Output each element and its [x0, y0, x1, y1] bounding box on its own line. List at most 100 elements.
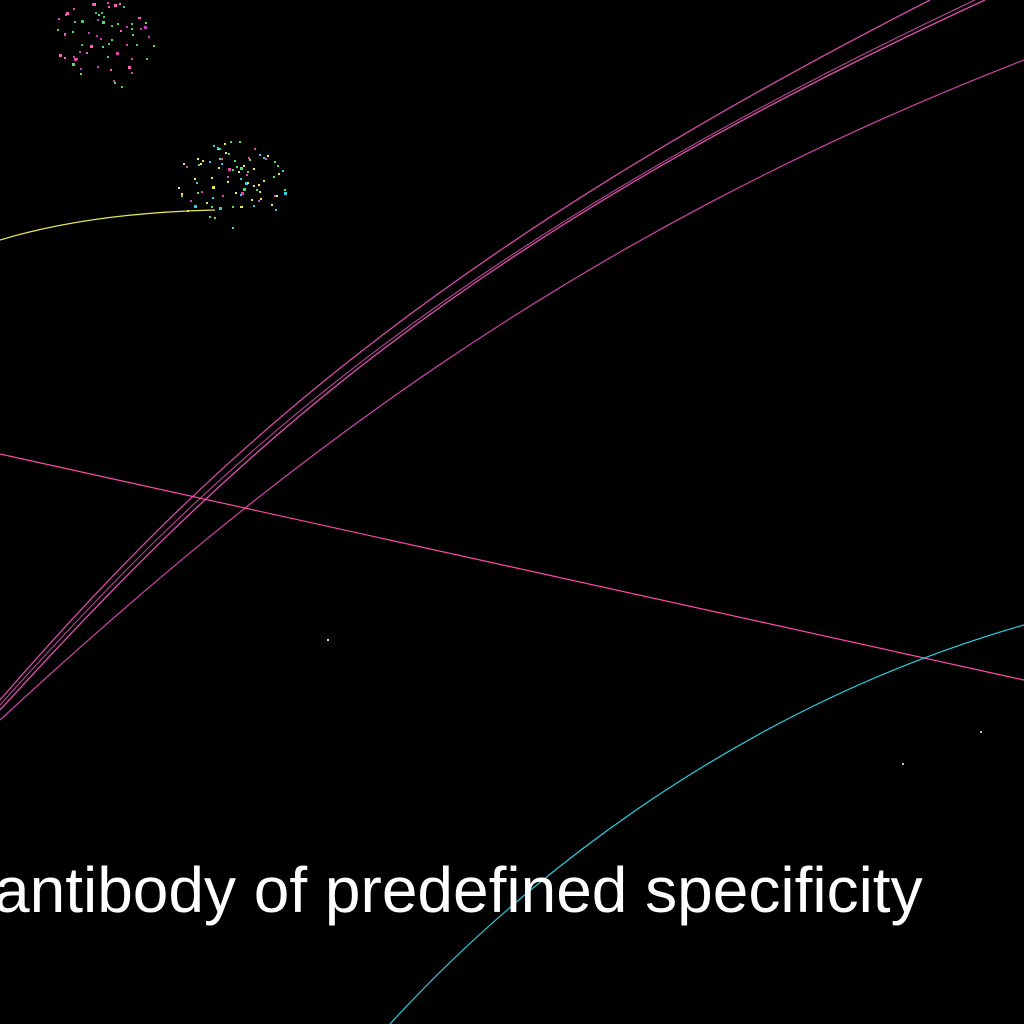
particle	[240, 194, 242, 196]
particle	[108, 6, 110, 8]
particle	[209, 161, 211, 163]
particle	[183, 163, 185, 165]
particle	[64, 57, 66, 59]
particle	[74, 58, 77, 61]
particle	[114, 82, 116, 84]
particle	[230, 141, 232, 143]
particle	[113, 80, 115, 82]
particle	[178, 187, 180, 189]
particle	[73, 8, 75, 10]
particle	[144, 26, 147, 29]
particle	[228, 168, 231, 171]
particle	[187, 210, 189, 212]
particle	[253, 205, 255, 207]
magenta-arc-2	[0, 0, 986, 711]
particle	[274, 161, 276, 163]
particle	[238, 171, 240, 173]
particle	[126, 26, 128, 28]
particle	[114, 4, 117, 7]
particle	[259, 191, 261, 193]
particle	[284, 192, 287, 195]
particle	[221, 163, 223, 165]
particle	[239, 141, 241, 143]
particle	[98, 14, 100, 16]
cyan-arc	[389, 624, 1024, 1024]
particle	[201, 191, 203, 193]
particle	[219, 158, 221, 160]
particle	[148, 36, 150, 38]
particle	[227, 181, 229, 183]
particle	[131, 23, 133, 25]
particle	[278, 173, 280, 175]
particle	[181, 193, 183, 195]
particle	[202, 160, 204, 162]
particle	[197, 158, 199, 160]
particle	[248, 157, 250, 159]
magenta-arc-4	[0, 59, 1024, 721]
particle	[232, 169, 234, 171]
particle	[81, 44, 83, 46]
particle	[221, 158, 223, 160]
particle	[131, 58, 133, 60]
particle	[243, 165, 245, 167]
particle	[131, 28, 133, 30]
particle	[126, 44, 128, 46]
particle	[241, 206, 243, 208]
particle	[80, 73, 82, 75]
pink-line	[0, 453, 1024, 681]
particle	[88, 32, 90, 34]
particle	[274, 195, 276, 197]
caption-text: antibody of predefined specificity	[0, 854, 923, 926]
particle	[198, 164, 200, 166]
particle	[211, 177, 213, 179]
particle	[212, 197, 214, 199]
particle	[241, 192, 244, 195]
particle	[209, 216, 211, 218]
particle	[128, 66, 131, 69]
particle	[116, 52, 119, 55]
particle-cluster-top	[57, 2, 155, 88]
particle	[227, 176, 229, 178]
particle	[271, 204, 273, 206]
particle	[111, 25, 113, 27]
particle	[74, 21, 76, 23]
particle-cluster-middle	[178, 141, 287, 229]
particle	[258, 200, 260, 202]
particle	[258, 184, 260, 186]
particle	[72, 63, 75, 66]
particle	[107, 56, 109, 58]
particle	[103, 16, 105, 18]
particle	[219, 207, 222, 210]
particle	[86, 52, 88, 54]
particle	[236, 166, 238, 168]
particle	[197, 192, 199, 194]
particle	[213, 145, 215, 147]
particle	[234, 160, 236, 162]
particle	[190, 200, 192, 202]
particle	[65, 14, 67, 16]
particle	[64, 34, 66, 36]
particle	[240, 167, 243, 170]
particle	[217, 147, 219, 149]
particle	[263, 157, 265, 159]
particle	[247, 182, 249, 184]
particle	[107, 2, 109, 4]
particle	[224, 143, 226, 145]
particle	[247, 171, 249, 173]
particle	[123, 6, 125, 8]
particle	[256, 189, 258, 191]
particle	[131, 72, 133, 74]
particle	[58, 18, 60, 20]
magenta-arc-1	[0, 0, 931, 701]
particle	[136, 44, 138, 46]
particle	[245, 182, 248, 185]
particle	[246, 174, 248, 176]
particle	[219, 148, 221, 150]
particle	[260, 198, 262, 200]
particle	[232, 227, 234, 229]
particle	[225, 152, 227, 154]
stray-particles	[327, 639, 982, 765]
particle	[259, 154, 261, 156]
particle	[243, 188, 246, 191]
